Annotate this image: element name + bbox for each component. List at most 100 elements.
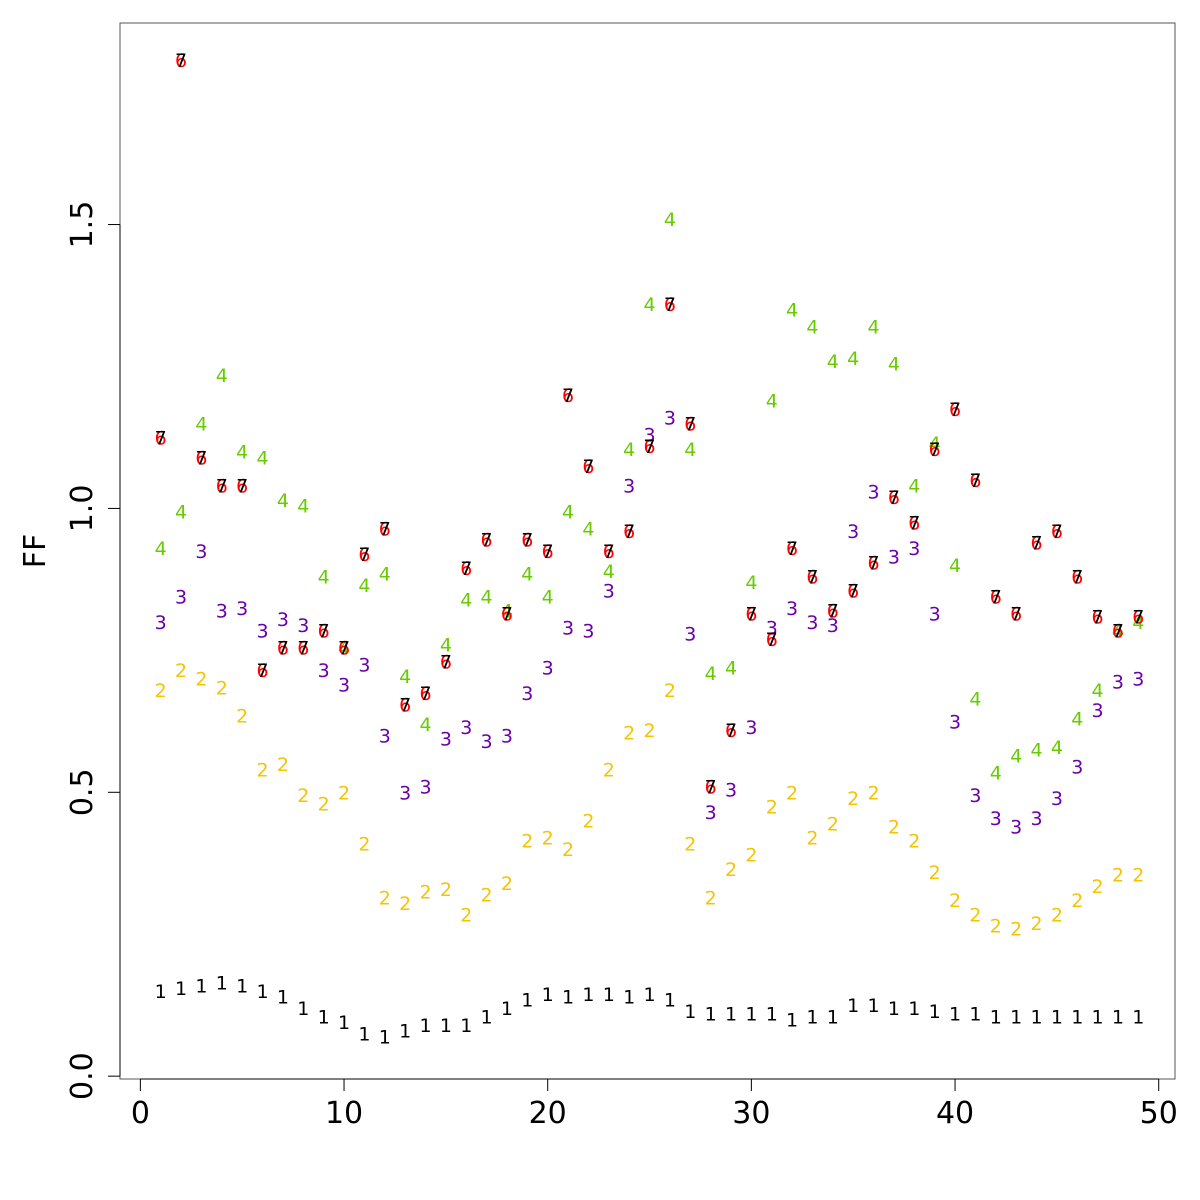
point-6: 6 <box>929 439 941 461</box>
point-6: 6 <box>318 620 330 642</box>
point-6: 6 <box>1051 521 1063 543</box>
point-3: 3 <box>868 481 880 503</box>
point-1: 1 <box>501 998 513 1020</box>
point-3: 3 <box>643 425 655 447</box>
point-2: 2 <box>827 814 839 836</box>
point-6: 6 <box>949 399 961 421</box>
point-1: 1 <box>1092 1007 1104 1029</box>
point-4: 4 <box>175 501 187 523</box>
point-3: 3 <box>786 598 798 620</box>
point-7: 7 <box>969 470 981 492</box>
point-2: 2 <box>806 828 818 850</box>
point-6: 6 <box>888 487 900 509</box>
point-7: 7 <box>664 294 676 316</box>
point-6: 6 <box>603 541 615 563</box>
point-7: 7 <box>297 638 309 660</box>
point-3: 3 <box>582 620 594 642</box>
point-3: 3 <box>705 802 717 824</box>
point-7: 7 <box>521 530 533 552</box>
point-1: 1 <box>257 981 269 1003</box>
point-6: 6 <box>847 581 859 603</box>
point-2: 2 <box>1112 865 1124 887</box>
point-3: 3 <box>155 612 167 634</box>
point-6: 6 <box>745 603 757 625</box>
point-3: 3 <box>806 612 818 634</box>
point-4: 4 <box>623 439 635 461</box>
point-3: 3 <box>603 581 615 603</box>
point-1: 1 <box>155 981 167 1003</box>
point-6: 6 <box>664 294 676 316</box>
point-7: 7 <box>847 581 859 603</box>
point-4: 4 <box>847 348 859 370</box>
point-6: 6 <box>868 552 880 574</box>
point-4: 4 <box>1030 740 1042 762</box>
point-1: 1 <box>949 1004 961 1026</box>
point-4: 4 <box>868 317 880 339</box>
point-4: 4 <box>745 572 757 594</box>
point-1: 1 <box>542 984 554 1006</box>
point-6: 6 <box>460 558 472 580</box>
point-2: 2 <box>908 831 920 853</box>
point-1: 1 <box>847 995 859 1017</box>
point-4: 4 <box>1132 612 1144 634</box>
point-4: 4 <box>705 663 717 685</box>
point-7: 7 <box>195 447 207 469</box>
point-7: 7 <box>562 385 574 407</box>
point-4: 4 <box>297 496 309 518</box>
point-7: 7 <box>766 629 778 651</box>
point-6: 6 <box>1092 606 1104 628</box>
point-2: 2 <box>868 782 880 804</box>
point-2: 2 <box>195 669 207 691</box>
point-3: 3 <box>1092 700 1104 722</box>
point-4: 4 <box>603 561 615 583</box>
point-7: 7 <box>358 544 370 566</box>
point-3: 3 <box>888 547 900 569</box>
point-1: 1 <box>868 995 880 1017</box>
point-7: 7 <box>318 620 330 642</box>
point-1: 1 <box>664 990 676 1012</box>
point-2: 2 <box>379 887 391 909</box>
x-tick-label: 30 <box>732 1096 770 1131</box>
point-7: 7 <box>236 476 248 498</box>
point-6: 6 <box>1030 532 1042 554</box>
point-7: 7 <box>929 439 941 461</box>
point-4: 4 <box>257 447 269 469</box>
point-1: 1 <box>684 1001 696 1023</box>
point-1: 1 <box>521 990 533 1012</box>
point-1: 1 <box>806 1007 818 1029</box>
point-4: 4 <box>338 638 350 660</box>
point-6: 6 <box>582 456 594 478</box>
x-axis: 0 10 20 30 40 50 <box>131 1078 1178 1131</box>
point-6: 6 <box>440 652 452 674</box>
y-tick-label: 1.5 <box>65 201 100 249</box>
point-7: 7 <box>1092 606 1104 628</box>
point-4: 4 <box>521 564 533 586</box>
point-6: 6 <box>297 638 309 660</box>
point-3: 3 <box>419 777 431 799</box>
point-1: 1 <box>990 1007 1002 1029</box>
point-6: 6 <box>399 694 411 716</box>
point-3: 3 <box>623 476 635 498</box>
point-4: 4 <box>460 589 472 611</box>
point-4: 4 <box>195 413 207 435</box>
point-2: 2 <box>216 677 228 699</box>
point-7: 7 <box>1051 521 1063 543</box>
point-1: 1 <box>888 998 900 1020</box>
point-1: 1 <box>338 1012 350 1034</box>
point-4: 4 <box>379 564 391 586</box>
x-tick-label: 20 <box>529 1096 567 1131</box>
point-3: 3 <box>338 674 350 696</box>
point-2: 2 <box>501 873 513 895</box>
point-1: 1 <box>195 975 207 997</box>
point-3: 3 <box>277 609 289 631</box>
point-6: 6 <box>1132 606 1144 628</box>
point-1: 1 <box>236 975 248 997</box>
point-2: 2 <box>521 831 533 853</box>
point-6: 6 <box>216 476 228 498</box>
point-1: 1 <box>827 1007 839 1029</box>
point-2: 2 <box>1092 876 1104 898</box>
data-marks: 1 1 1 1 1 1 11 1 11 1 1 1 1 1 1 1 1 1 1 1 1 1 1 11 1 1 1 1 1 1 11 1 1 1 1 1… <box>155 50 1145 1049</box>
point-1: 1 <box>399 1021 411 1043</box>
point-4: 4 <box>1010 745 1022 767</box>
point-3: 3 <box>481 731 493 753</box>
